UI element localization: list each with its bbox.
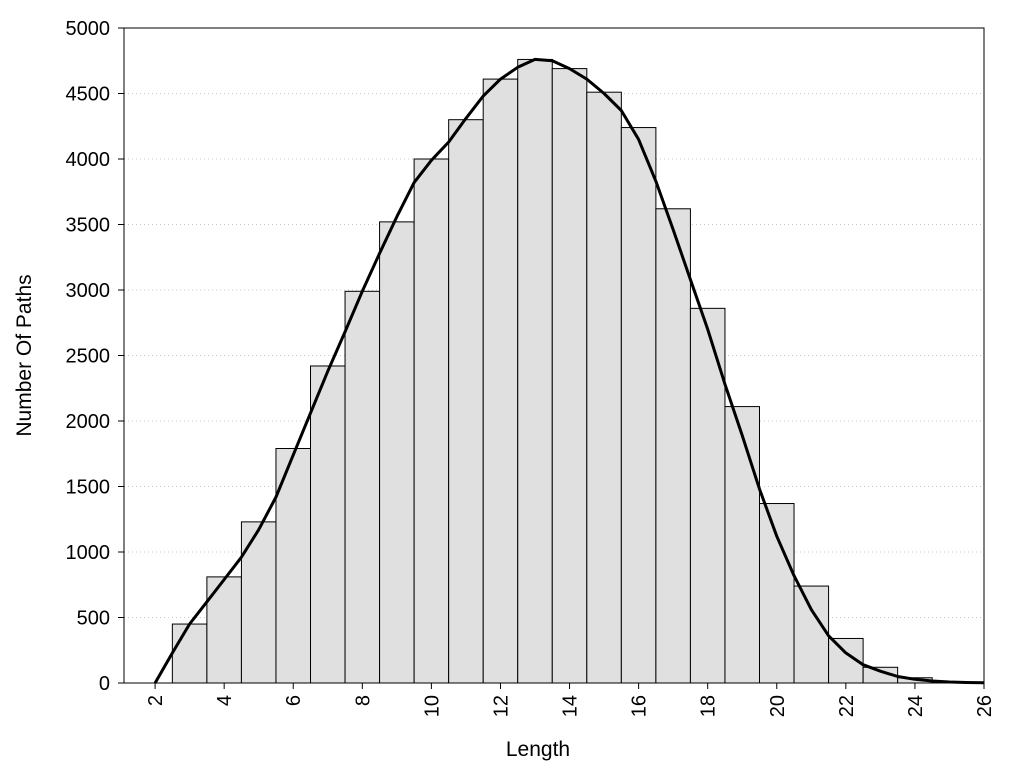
histogram-bar [379,221,415,684]
histogram-bar [586,91,622,684]
y-tick-label: 0 [99,673,110,695]
x-tick-label: 12 [490,695,512,717]
y-tick-label: 3000 [66,280,111,302]
histogram-bar [413,158,450,684]
x-tick-label: 4 [214,695,236,706]
histogram-bar [448,119,484,684]
y-tick-label: 500 [77,608,110,630]
y-tick-label: 2500 [66,346,111,368]
x-tick-label: 10 [421,695,443,717]
y-tick-label: 1000 [66,542,111,564]
histogram-bar [655,208,691,684]
x-tick-label: 14 [560,695,582,717]
y-axis-title: Number Of Paths [13,274,36,436]
histogram-bar [793,585,830,684]
density-curve [153,57,985,685]
x-tick-label: 2 [145,695,167,706]
bars [171,58,968,684]
x-tick-label: 8 [352,695,374,706]
x-tick-label: 16 [629,695,651,717]
histogram-bar [310,365,346,684]
x-tick-label: 18 [698,695,720,717]
y-tick-label: 1500 [66,477,111,499]
y-tick-label: 5000 [66,18,111,40]
y-axis: 0 500 1000 1500 2000 2500 3000 3500 4000 4500 5000 [66,18,124,695]
histogram-bar [275,448,312,684]
histogram-bar [517,58,553,684]
histogram-bar [551,68,588,684]
histogram-bar [620,127,657,684]
gridlines [124,93,984,618]
y-tick-label: 4500 [66,84,111,106]
x-tick-label: 20 [767,695,789,717]
histogram-bar [171,623,208,684]
curve-line [153,57,985,685]
histogram-bar [344,290,381,684]
histogram-bar [482,78,519,684]
x-axis: 2 4 6 8 10 12 14 16 18 20 22 24 26 [145,683,996,717]
x-tick-label: 6 [283,695,305,706]
y-tick-label: 2000 [66,411,111,433]
x-tick-label: 26 [974,695,996,717]
y-tick-label: 3500 [66,215,111,237]
x-axis-title: Length [506,738,570,761]
x-tick-label: 22 [836,695,858,717]
histogram-bar [240,521,277,684]
histogram-bar [759,503,795,684]
x-tick-label: 24 [905,695,927,717]
y-tick-label: 4000 [66,149,111,171]
histogram-bar [724,406,761,684]
